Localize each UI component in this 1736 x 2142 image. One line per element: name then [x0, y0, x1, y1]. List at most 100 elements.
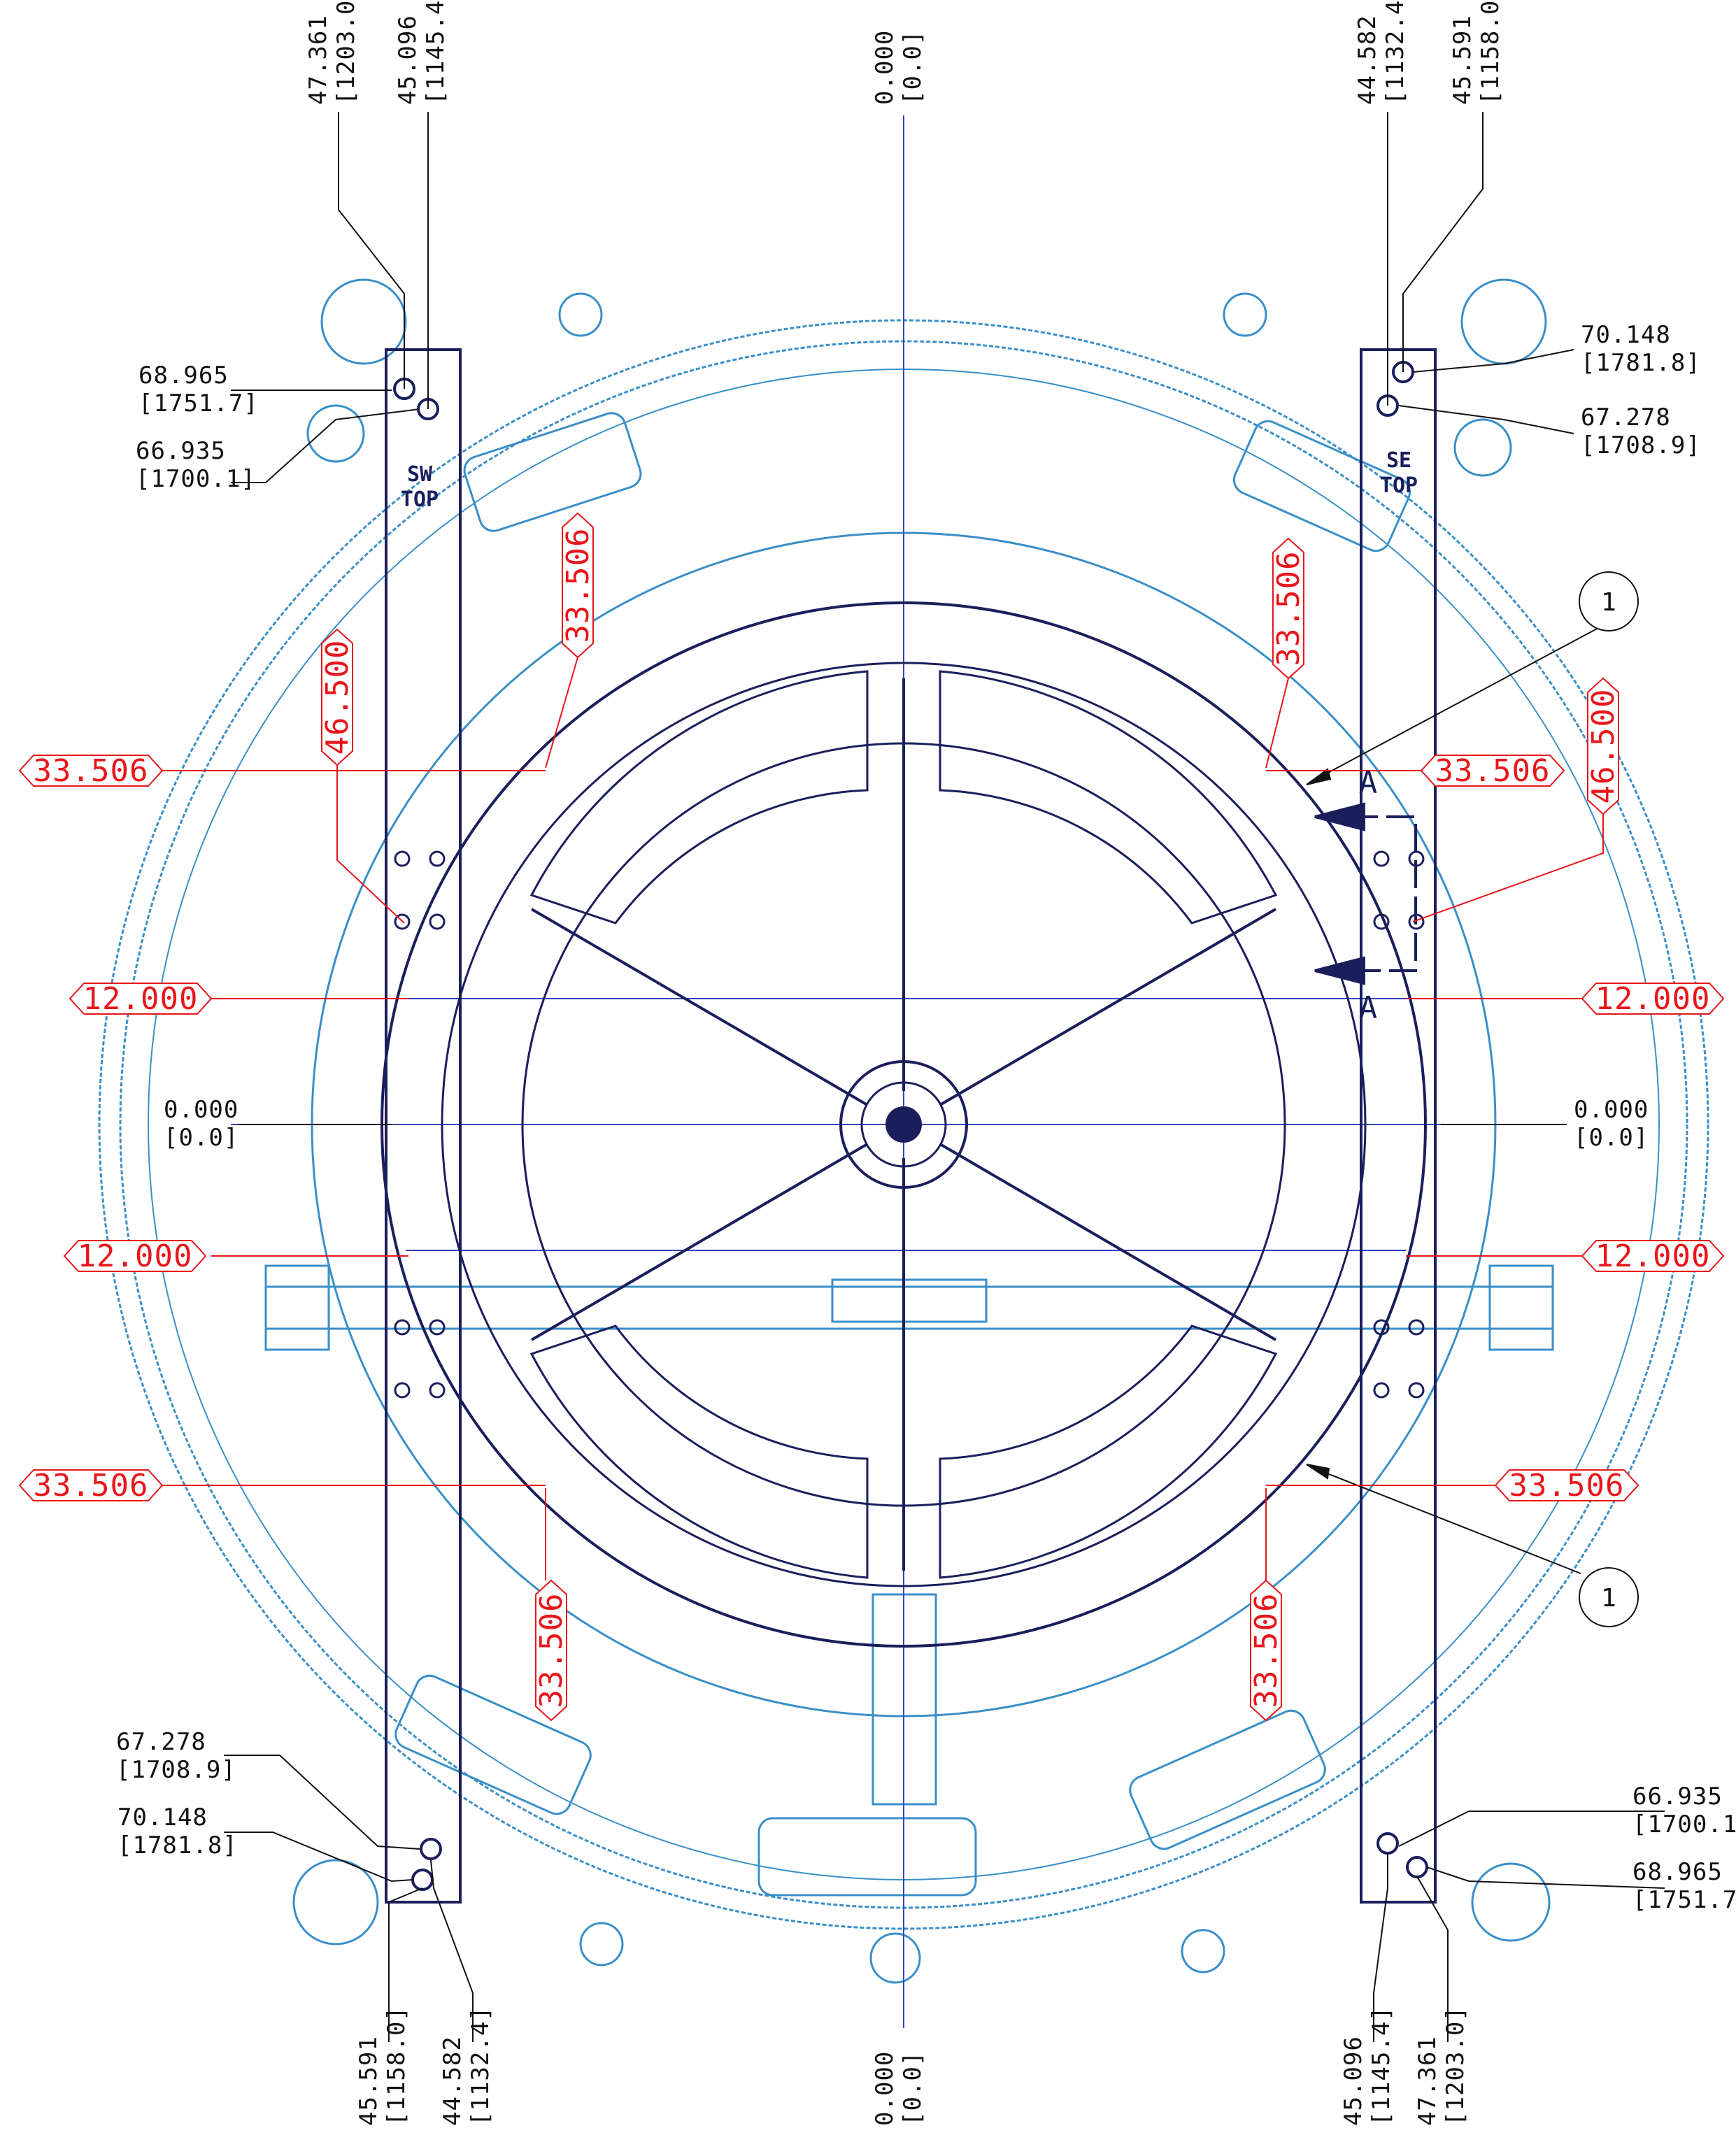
- bottom-right-a-bracket: [1700.1]: [1632, 1811, 1736, 1838]
- segment-slot-sw: [529, 1325, 869, 1579]
- tag-12-right-bottom: [1581, 1240, 1725, 1272]
- bottom-left-b-value: 70.148: [118, 1804, 208, 1832]
- bottom-right-b-value: 68.965: [1632, 1858, 1723, 1886]
- ref-hole: [1471, 1862, 1551, 1942]
- left-center-value: 0.000: [164, 1096, 239, 1124]
- segment-slot-nw: [529, 670, 869, 924]
- rail-bolt: [394, 1382, 411, 1399]
- rail-bolt: [1408, 913, 1425, 930]
- top-left-a-value: 68.965: [138, 362, 229, 390]
- top-right-b-bracket: [1708.9]: [1581, 431, 1701, 459]
- top-se-inner-bracket: [1132.4]: [1381, 0, 1409, 105]
- leader-bl-70: [224, 1832, 413, 1883]
- dim-33-v-bottom-right: 33.506: [1248, 1593, 1284, 1708]
- dim-46-right: 46.500: [1586, 689, 1621, 804]
- bottom-left-b-bracket: [1781.8]: [118, 1832, 238, 1859]
- dim-33-left-top: 33.506: [34, 753, 149, 789]
- spoke-nw: [530, 908, 869, 1106]
- rail-bolt: [394, 1319, 411, 1336]
- top-sw-outer-bracket: [1203.0]: [332, 0, 360, 105]
- top-right-a-value: 70.148: [1581, 321, 1671, 349]
- spoke-sw: [530, 1143, 869, 1341]
- hub-outer: [839, 1060, 968, 1189]
- ref-hole: [1460, 278, 1547, 365]
- leader-right-67: [1398, 405, 1574, 434]
- hub-inner: [860, 1081, 947, 1168]
- leader-top-sw-outer: [338, 112, 405, 389]
- tag-12-left-top: [69, 983, 213, 1015]
- red-dimension-labels: 33.506 33.506 12.000 12.000 12.000 12.00…: [34, 528, 1711, 1708]
- sw-top-label-line1: SW: [407, 462, 433, 487]
- tag-33-left-top: [18, 755, 164, 787]
- dim-33-v-bottom-left: 33.506: [534, 1593, 569, 1708]
- side-dimensions: 68.965 [1751.7] 66.935 [1700.1] 70.148 […: [116, 321, 1736, 1914]
- leader-bottom-se-outer: [1416, 1876, 1449, 2042]
- top-se-outer-value: 45.591: [1449, 15, 1477, 105]
- right-center-value: 0.000: [1574, 1096, 1649, 1124]
- tag-12-left-bottom: [63, 1240, 207, 1272]
- bottom-left-a-bracket: [1708.9]: [116, 1756, 236, 1784]
- balloon-arrow-top: [1306, 768, 1332, 785]
- bottom-sw-outer-bracket: [1158.0]: [383, 2006, 411, 2126]
- ref-hole: [292, 1859, 379, 1945]
- balloon-leader-top: [1314, 622, 1609, 780]
- rail-bolt: [1373, 913, 1390, 930]
- rail-bolt: [1373, 1382, 1390, 1399]
- center-bracket: [831, 1278, 988, 1323]
- top-left-b-value: 66.935: [136, 437, 226, 465]
- bottom-se-outer-bracket: [1203.0]: [1442, 2006, 1470, 2126]
- balloon-bottom: [1579, 1567, 1639, 1627]
- ref-hole: [1181, 1929, 1225, 1973]
- corner-bolt: [1406, 1856, 1428, 1878]
- rail-bolt: [394, 913, 411, 930]
- se-top-label-line1: SE: [1386, 448, 1411, 473]
- section-mark-top: A: [1359, 765, 1378, 801]
- hub-center: [885, 1106, 922, 1143]
- dim-12-right-top: 12.000: [1595, 981, 1711, 1017]
- red-leader-33-v-top-left: [545, 657, 578, 769]
- ref-hole: [306, 404, 365, 463]
- top-left-b-bracket: [1700.1]: [136, 465, 256, 493]
- rail-bolt: [429, 913, 446, 930]
- se-rail-bar: [1360, 348, 1437, 1904]
- balloon-bottom-number: 1: [1601, 1584, 1616, 1613]
- corner-bolt: [420, 1838, 442, 1860]
- ref-pad-ne: [1232, 420, 1411, 552]
- red-leader-33-v-top-right: [1265, 678, 1289, 769]
- bottom-center-bracket: [0.0]: [899, 2051, 927, 2126]
- balloon-top-number: 1: [1601, 588, 1616, 617]
- red-leader-46-left: [336, 765, 405, 924]
- tag-33-v-top-right: [1272, 537, 1304, 680]
- rail-bolt: [1408, 1382, 1425, 1399]
- cross-beam-right: [1488, 1264, 1554, 1351]
- red-tags: [18, 512, 1725, 1722]
- bottom-se-inner-value: 45.096: [1339, 2036, 1367, 2126]
- section-arrow-top: [1314, 802, 1365, 831]
- tag-33-v-bottom-left: [535, 1579, 567, 1722]
- ref-pad-nw: [463, 412, 642, 532]
- tag-33-right-top: [1420, 755, 1565, 787]
- segment-slot-se: [939, 1325, 1278, 1579]
- bottom-support-plate: [757, 1817, 977, 1897]
- left-center-bracket: [0.0]: [164, 1124, 239, 1152]
- top-dimensions: 47.361 [1203.0] 45.096 [1145.4] 0.000 [0…: [304, 0, 1504, 105]
- bottom-se-inner-bracket: [1145.4]: [1367, 2006, 1395, 2126]
- bottom-center-value: 0.000: [871, 2051, 899, 2126]
- se-top-label-line2: TOP: [1380, 473, 1418, 498]
- top-sw-inner-value: 45.096: [394, 15, 422, 105]
- bottom-sw-inner-value: 44.582: [439, 2036, 467, 2126]
- ref-hole: [1453, 418, 1512, 477]
- top-se-inner-value: 44.582: [1353, 15, 1381, 105]
- ref-pad-sw: [394, 1674, 592, 1815]
- rail-bolt: [429, 850, 446, 867]
- balloon-top: [1579, 571, 1639, 631]
- section-arrow-bottom: [1314, 956, 1365, 985]
- center-lines: [231, 115, 1567, 2028]
- bottom-se-outer-value: 47.361: [1414, 2036, 1442, 2126]
- tag-33-left-bottom: [18, 1469, 164, 1501]
- rail-bolt: [1408, 850, 1425, 867]
- top-sw-outer-value: 47.361: [304, 15, 332, 105]
- bottom-sw-outer-value: 45.591: [355, 2036, 383, 2126]
- ref-hole: [579, 1922, 624, 1966]
- ref-hole: [320, 278, 407, 365]
